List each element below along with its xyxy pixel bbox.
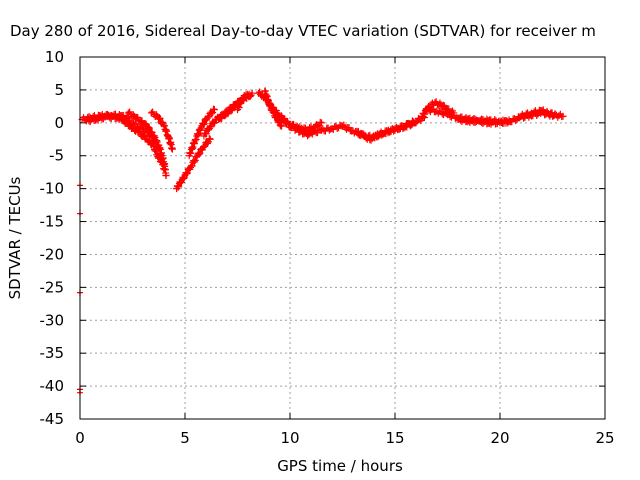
chart-title: Day 280 of 2016, Sidereal Day-to-day VTE… <box>10 22 596 40</box>
data-point <box>318 119 325 127</box>
data-point <box>240 92 248 100</box>
axis-ticks: 0 5 10 15 20 25 10 5 0 -5 -10 -15 -20 -25 -30 -35 -40 -45 <box>40 48 615 447</box>
data-point <box>145 124 153 132</box>
data-point <box>440 102 448 110</box>
data-point <box>178 179 185 187</box>
data-point <box>208 110 216 118</box>
y-tick-label: 10 <box>45 48 64 66</box>
x-tick-label: 0 <box>75 429 85 447</box>
data-point <box>407 122 415 130</box>
data-point <box>314 122 322 130</box>
data-point <box>206 135 214 143</box>
y-tick-label: -15 <box>40 213 65 231</box>
data-point <box>386 128 394 136</box>
data-point <box>276 121 284 129</box>
data-point <box>199 143 207 151</box>
y-tick-label: -20 <box>40 245 65 263</box>
x-tick-label: 20 <box>490 429 509 447</box>
x-axis-label: GPS time / hours <box>277 457 403 475</box>
data-point <box>512 117 520 125</box>
x-tick-label: 15 <box>385 429 404 447</box>
x-tick-label: 10 <box>280 429 299 447</box>
data-point <box>139 131 147 139</box>
data-point <box>200 120 208 128</box>
data-point <box>194 131 202 139</box>
y-tick-label: -30 <box>40 311 65 329</box>
y-tick-label: 0 <box>54 114 64 132</box>
x-tick-label: 5 <box>180 429 190 447</box>
data-points <box>77 87 567 396</box>
y-tick-label: 5 <box>54 81 64 99</box>
data-point <box>199 120 207 128</box>
data-point <box>156 114 164 122</box>
y-tick-label: -45 <box>40 410 65 428</box>
data-point <box>183 169 191 177</box>
data-point <box>160 165 168 173</box>
data-point <box>412 119 420 127</box>
grid-lines <box>80 57 605 419</box>
y-tick-label: -40 <box>40 377 65 395</box>
y-tick-label: -35 <box>40 344 65 362</box>
y-axis-label: SDTVAR / TECUs <box>6 176 24 299</box>
data-point <box>183 170 191 178</box>
x-tick-label: 25 <box>595 429 614 447</box>
data-point <box>180 175 188 183</box>
data-point <box>421 110 429 118</box>
data-point <box>224 110 232 118</box>
data-point <box>278 122 286 130</box>
data-point <box>156 154 164 162</box>
data-point <box>145 136 153 144</box>
data-point <box>203 114 211 122</box>
y-tick-label: -5 <box>49 147 64 165</box>
data-point <box>549 112 557 120</box>
y-tick-label: -25 <box>40 278 65 296</box>
data-point <box>191 156 199 164</box>
data-point <box>175 183 183 191</box>
data-point <box>195 150 203 158</box>
y-tick-label: -10 <box>40 180 65 198</box>
data-point <box>158 158 166 166</box>
data-point <box>192 136 200 144</box>
data-point <box>270 108 278 116</box>
data-point <box>210 106 218 114</box>
data-point <box>195 130 203 138</box>
data-point <box>272 112 280 120</box>
data-point <box>123 118 131 126</box>
data-point <box>188 162 196 170</box>
data-point <box>246 92 254 100</box>
plot-frame <box>79 56 606 420</box>
data-point <box>559 112 567 120</box>
data-point <box>290 120 298 128</box>
data-point <box>168 145 176 153</box>
data-point <box>150 132 158 140</box>
data-point <box>205 135 213 143</box>
data-point <box>187 164 195 172</box>
data-point <box>190 158 198 166</box>
data-point <box>486 119 493 127</box>
data-point <box>134 113 142 121</box>
data-point <box>162 171 170 179</box>
data-point <box>551 111 559 119</box>
data-point <box>374 133 382 141</box>
data-point <box>145 123 153 131</box>
data-point <box>210 119 218 127</box>
data-point <box>202 130 210 138</box>
data-point <box>155 153 163 161</box>
